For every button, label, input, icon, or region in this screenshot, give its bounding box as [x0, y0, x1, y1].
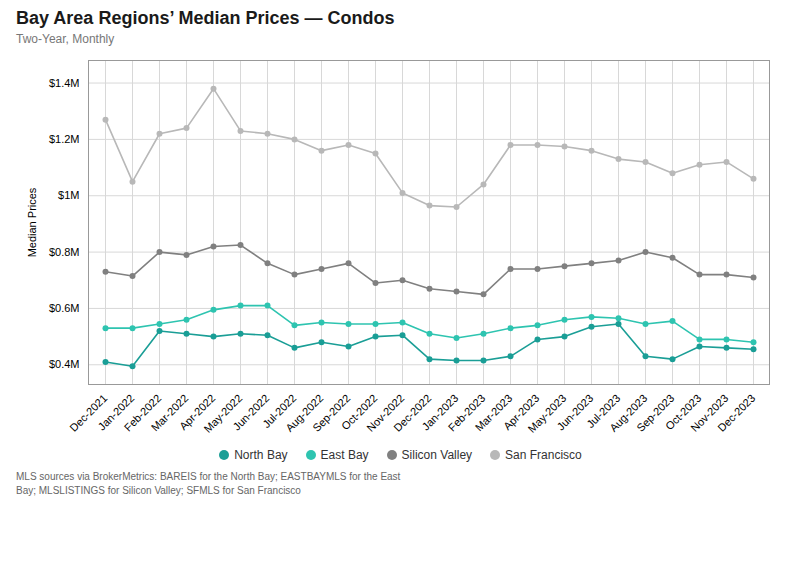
html-text:San Francisco: San Francisco [505, 448, 582, 462]
svg-text:Mar-2023: Mar-2023 [472, 391, 515, 434]
svg-text:$1.4M: $1.4M [49, 77, 80, 89]
html-text:Two-Year, Monthly: Two-Year, Monthly [16, 32, 115, 46]
svg-text:Nov-2022: Nov-2022 [364, 391, 407, 434]
svg-text:Jan-2022: Jan-2022 [95, 391, 137, 433]
svg-text:Sep-2023: Sep-2023 [634, 391, 677, 434]
svg-text:Aug-2023: Aug-2023 [607, 391, 650, 434]
svg-text:Feb-2022: Feb-2022 [121, 391, 164, 434]
svg-text:Jan-2023: Jan-2023 [419, 391, 461, 433]
svg-text:Oct-2022: Oct-2022 [338, 391, 380, 433]
html-text:East Bay: East Bay [320, 448, 369, 462]
svg-text:$1.2M: $1.2M [49, 133, 80, 145]
svg-text:Feb-2023: Feb-2023 [445, 391, 488, 434]
svg-text:Apr-2023: Apr-2023 [500, 391, 542, 433]
svg-text:Dec-2021: Dec-2021 [67, 391, 110, 434]
svg-text:Median Prices: Median Prices [26, 187, 38, 257]
svg-text:Dec-2023: Dec-2023 [715, 392, 757, 434]
svg-text:$0.6M: $0.6M [49, 302, 80, 314]
html-text:Bay Area Regions’ Median Price: Bay Area Regions’ Median Prices — Condos [16, 8, 395, 28]
svg-text:Jul-2022: Jul-2022 [260, 391, 299, 431]
svg-text:Oct-2023: Oct-2023 [662, 391, 704, 433]
html-text:Bay; MLSLISTINGS for Silicon V: Bay; MLSLISTINGS for Silicon Valley; SFM… [16, 484, 301, 496]
svg-text:$0.8M: $0.8M [49, 246, 80, 258]
svg-text:Dec-2022: Dec-2022 [391, 391, 434, 434]
svg-text:May-2022: May-2022 [201, 391, 245, 435]
html-text:Silicon Valley: Silicon Valley [401, 448, 473, 462]
svg-text:Jun-2023: Jun-2023 [554, 391, 596, 433]
svg-text:May-2023: May-2023 [525, 391, 569, 435]
svg-text:Nov-2023: Nov-2023 [688, 391, 731, 434]
svg-text:Jun-2022: Jun-2022 [230, 391, 272, 433]
svg-text:$1M: $1M [58, 189, 79, 201]
html-text:North Bay: North Bay [234, 448, 288, 462]
svg-text:Apr-2022: Apr-2022 [176, 391, 218, 433]
svg-text:Mar-2022: Mar-2022 [148, 391, 191, 434]
html-text:MLS sources via BrokerMetrics:: MLS sources via BrokerMetrics: BAREIS fo… [16, 471, 401, 482]
svg-text:Sep-2022: Sep-2022 [310, 391, 353, 434]
svg-text:Aug-2022: Aug-2022 [283, 391, 326, 434]
svg-text:$0.4M: $0.4M [49, 358, 80, 370]
svg-text:Jul-2023: Jul-2023 [584, 391, 623, 431]
